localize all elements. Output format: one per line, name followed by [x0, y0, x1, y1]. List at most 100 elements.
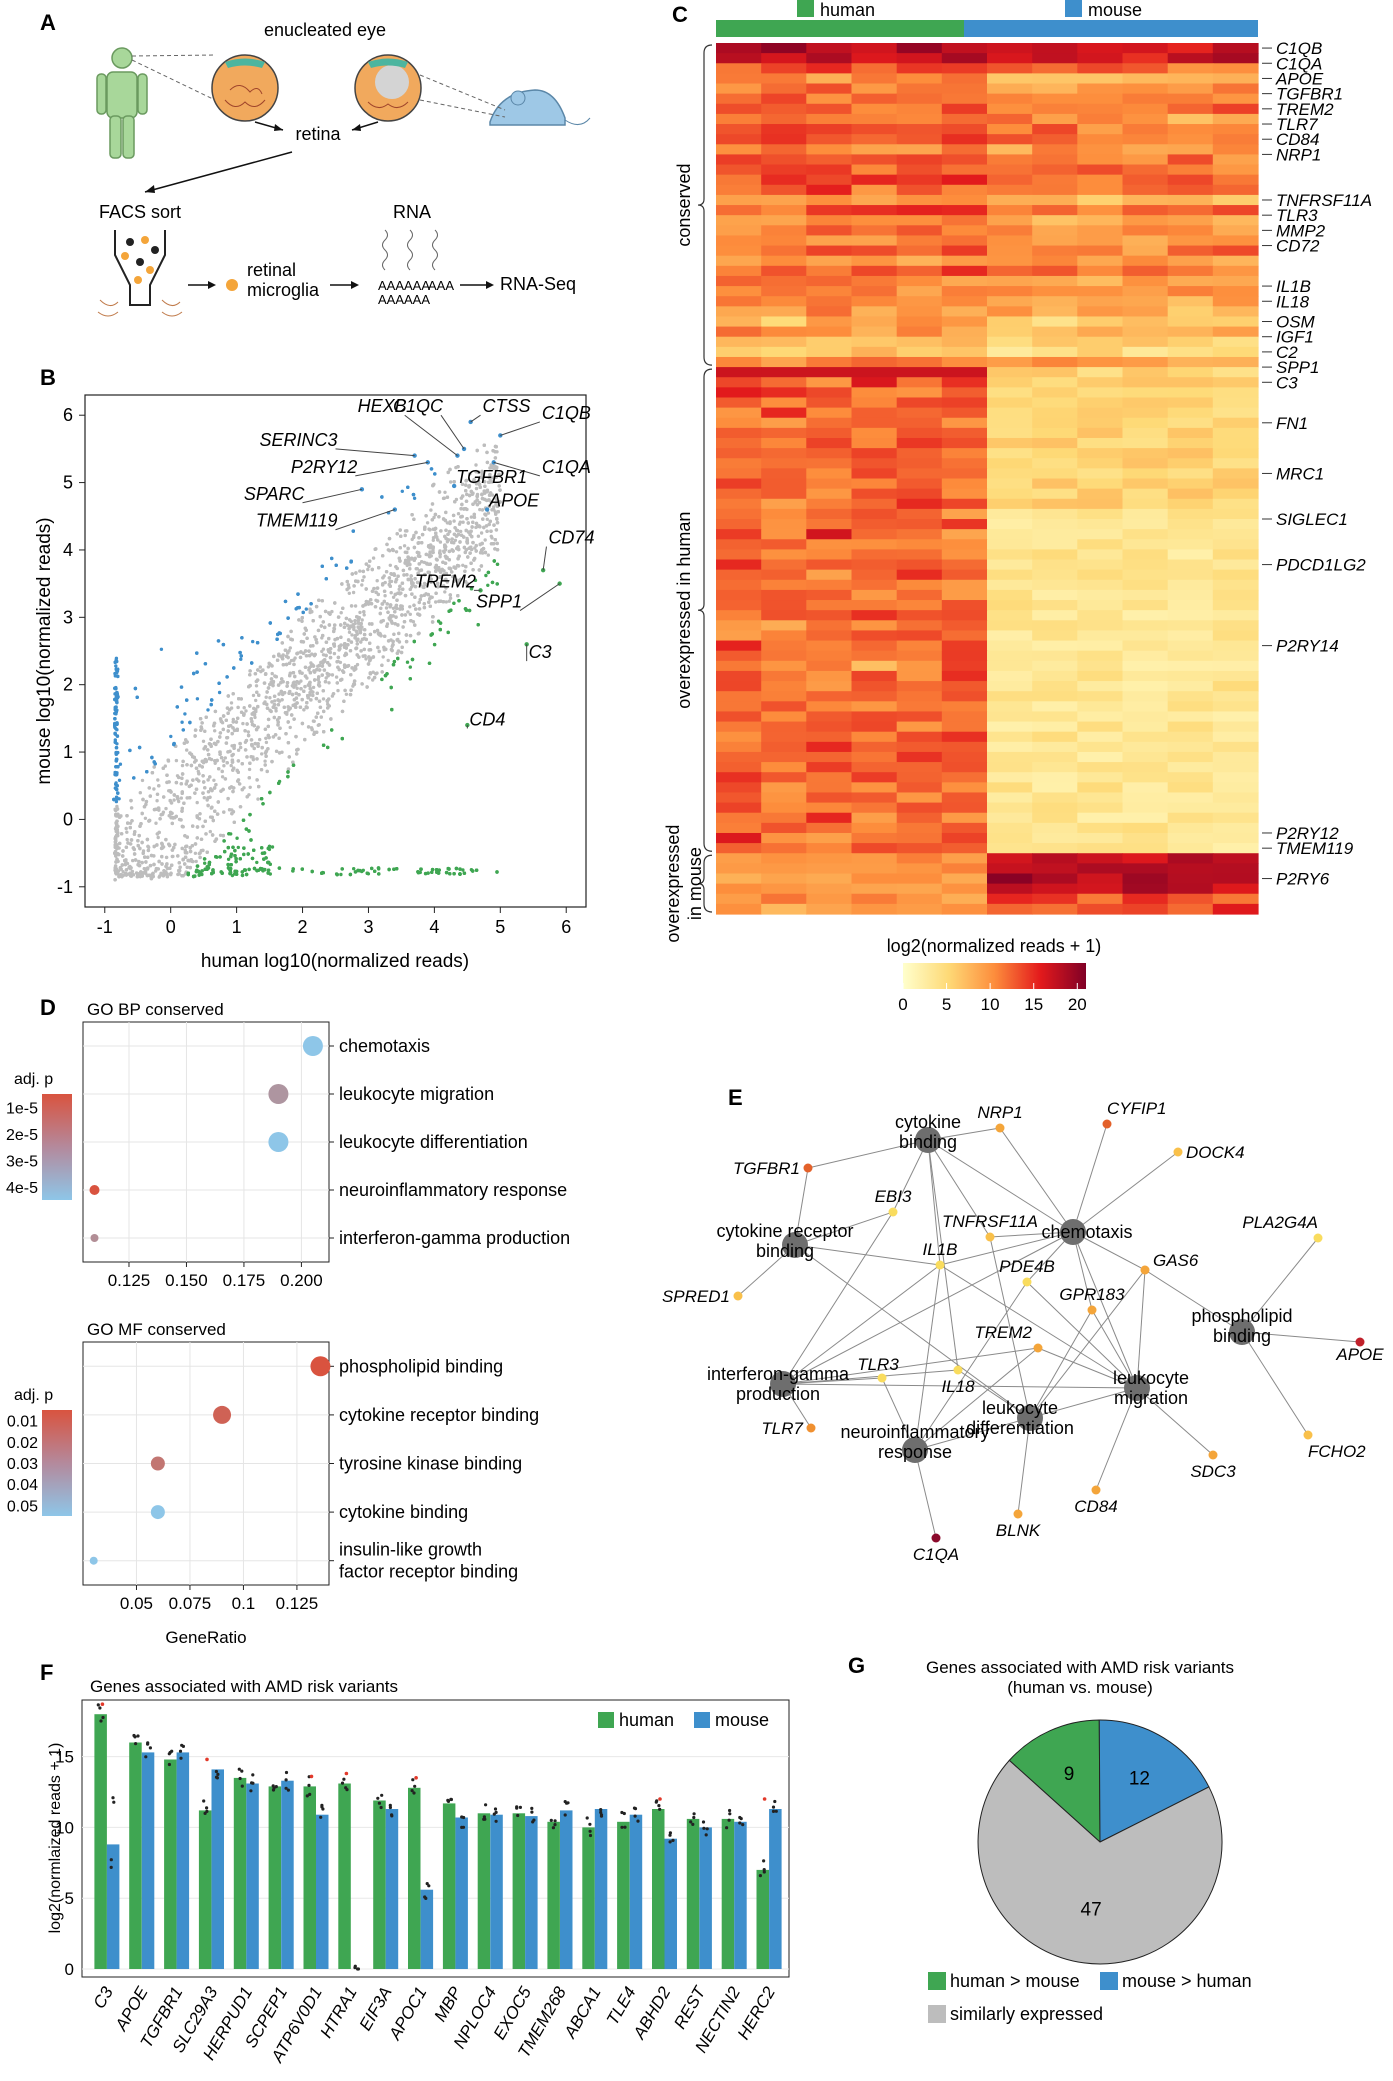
- data-point: [357, 655, 361, 659]
- data-point: [281, 680, 285, 684]
- data-point: [147, 786, 151, 790]
- data-point: [368, 672, 373, 676]
- data-point: [362, 575, 366, 579]
- data-point: [402, 620, 407, 624]
- data-point: [292, 717, 296, 721]
- data-point: [488, 519, 492, 523]
- data-point: [320, 673, 324, 677]
- data-point: [322, 668, 327, 672]
- data-point: [209, 737, 213, 741]
- data-point: [485, 498, 489, 503]
- data-point: [165, 872, 169, 876]
- data-point: [412, 517, 416, 521]
- data-point: [292, 658, 296, 662]
- data-point: [341, 606, 345, 610]
- data-point: [419, 867, 423, 871]
- data-point: [317, 663, 322, 668]
- data-point: [376, 645, 380, 650]
- label-retina: retina: [295, 124, 341, 144]
- data-point: [485, 529, 489, 533]
- data-point: [353, 604, 358, 608]
- data-point: [400, 645, 404, 649]
- dash-line: [131, 54, 216, 57]
- data-point: [434, 563, 438, 568]
- data-point: [160, 854, 164, 859]
- data-point: [386, 610, 390, 614]
- data-point: [216, 800, 220, 804]
- data-point: [375, 579, 379, 583]
- data-point: [270, 664, 274, 668]
- data-point: [277, 736, 281, 740]
- data-point: [368, 559, 372, 563]
- data-point: [206, 748, 210, 752]
- data-point: [159, 871, 163, 876]
- data-point: [444, 600, 448, 604]
- data-point: [415, 580, 420, 585]
- data-point: [236, 705, 240, 710]
- data-point: [464, 528, 468, 533]
- data-point: [442, 496, 446, 500]
- data-point: [294, 734, 298, 739]
- data-point: [198, 812, 202, 816]
- data-point: [130, 819, 134, 823]
- data-point: [141, 851, 145, 855]
- data-point: [157, 784, 161, 788]
- data-point: [310, 727, 314, 732]
- data-point: [349, 673, 353, 677]
- data-point: [434, 591, 438, 595]
- data-point: [380, 583, 385, 587]
- data-point: [165, 773, 169, 777]
- data-point: [195, 814, 199, 818]
- aaa-label: AAA: [428, 278, 454, 293]
- data-point: [381, 655, 385, 659]
- data-point: [397, 640, 402, 644]
- data-point: [317, 598, 321, 602]
- data-point: [308, 671, 313, 675]
- data-point: [314, 696, 319, 701]
- data-point: [203, 745, 208, 749]
- data-point: [273, 733, 278, 737]
- data-point: [213, 809, 217, 813]
- data-point: [324, 676, 328, 680]
- data-point: [259, 768, 264, 772]
- data-point: [115, 807, 120, 811]
- data-point: [358, 610, 362, 615]
- data-point: [438, 540, 443, 544]
- data-point: [278, 726, 282, 730]
- data-point: [476, 534, 481, 538]
- data-point: [339, 623, 343, 627]
- data-point: [345, 579, 349, 584]
- data-point: [267, 661, 271, 666]
- data-point: [319, 715, 323, 719]
- data-point: [456, 512, 461, 516]
- data-point: [471, 568, 475, 572]
- data-point: [357, 627, 362, 631]
- data-point: [415, 567, 419, 571]
- data-point: [230, 758, 235, 762]
- data-point: [279, 689, 283, 694]
- data-point: [307, 653, 312, 658]
- data-point: [114, 799, 119, 804]
- data-point: [422, 602, 426, 606]
- data-point: [437, 490, 442, 494]
- data-point: [377, 649, 381, 654]
- data-point: [128, 748, 132, 753]
- data-point: [258, 665, 262, 669]
- data-point: [152, 765, 156, 769]
- data-point: [480, 548, 484, 552]
- data-point: [446, 470, 450, 475]
- data-point: [283, 648, 288, 652]
- data-point: [317, 699, 322, 703]
- data-point: [487, 522, 491, 527]
- label-retinal: retinal: [247, 260, 296, 280]
- data-point: [364, 599, 369, 604]
- data-point: [184, 782, 188, 786]
- data-point: [443, 534, 447, 539]
- data-point: [461, 520, 465, 524]
- data-point: [342, 699, 346, 703]
- data-point: [176, 872, 180, 877]
- data-point: [226, 857, 231, 861]
- data-point: [417, 607, 422, 611]
- data-point: [417, 536, 421, 540]
- data-point: [256, 744, 260, 748]
